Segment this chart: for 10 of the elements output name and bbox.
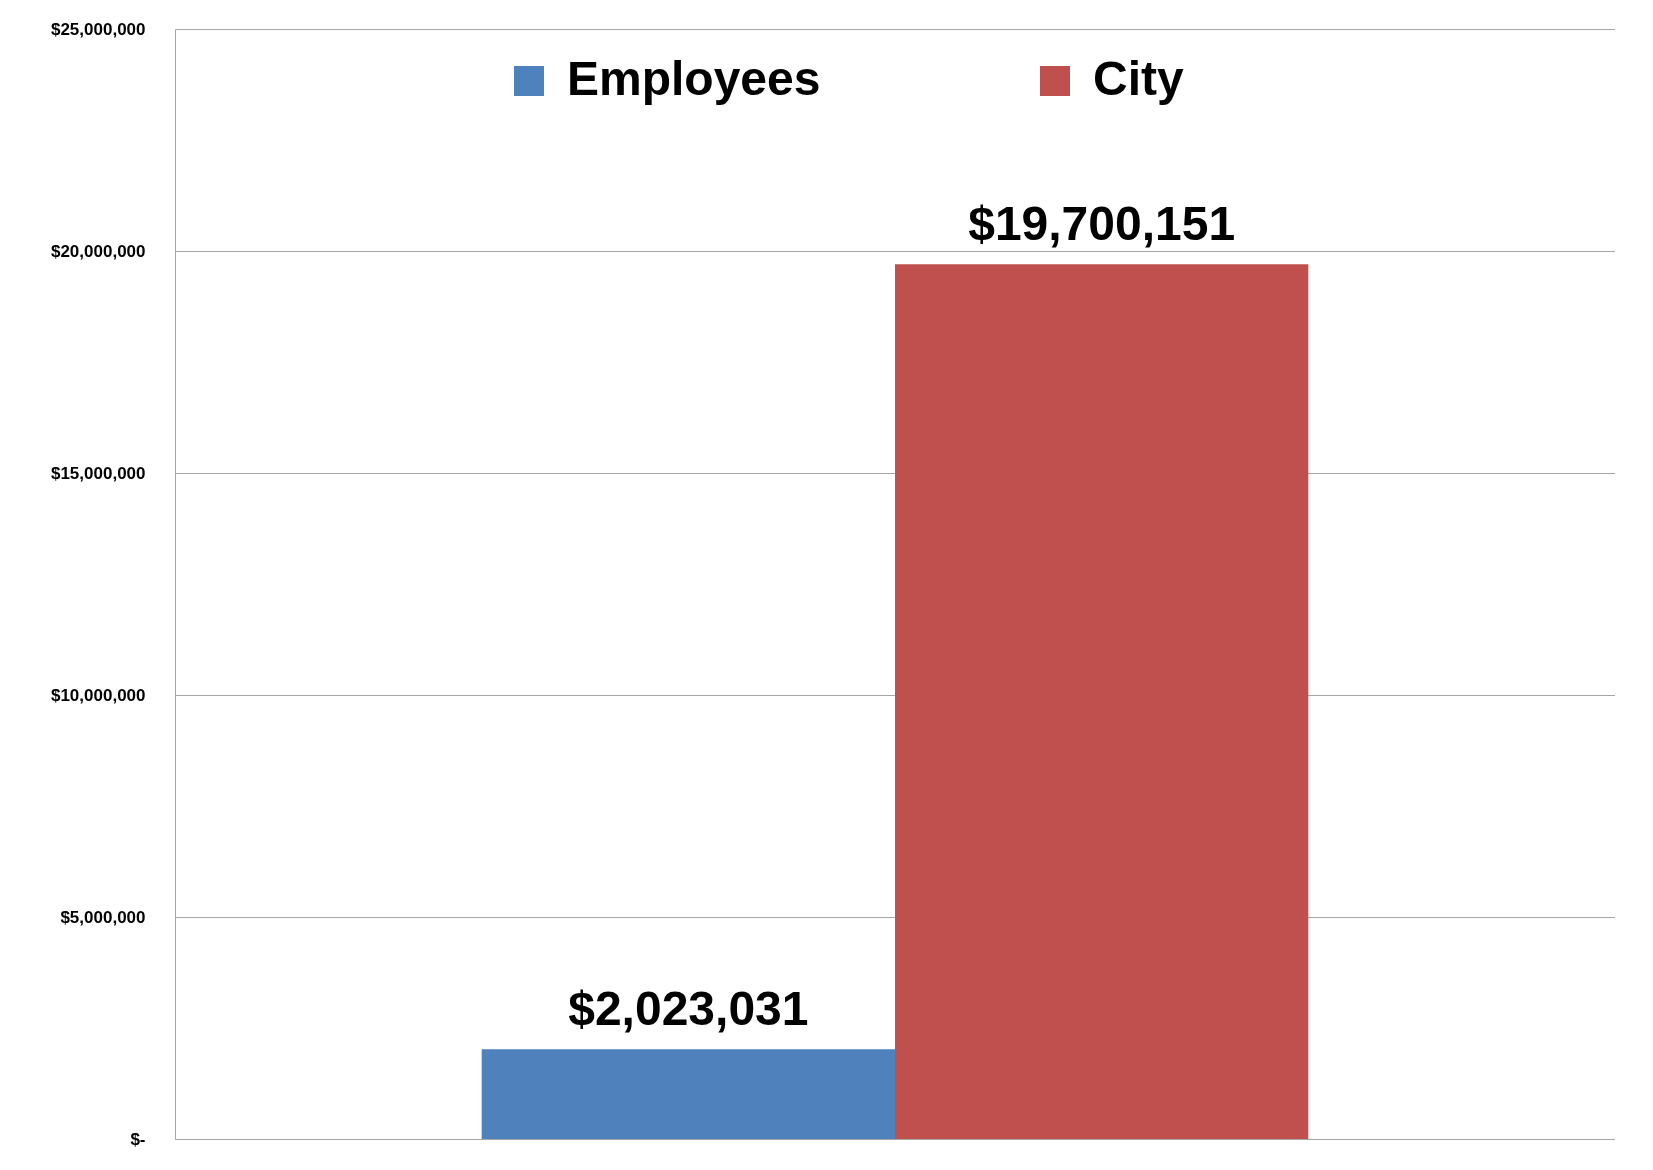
y-tick-label: $25,000,000	[50, 19, 146, 39]
legend-label: City	[1093, 52, 1184, 105]
legend-label: Employees	[567, 52, 821, 105]
data-label: $2,023,031	[568, 982, 809, 1036]
y-tick-label: $10,000,000	[50, 685, 146, 705]
y-tick-label: $20,000,000	[50, 241, 146, 261]
y-tick-label: $-	[130, 1129, 146, 1149]
y-tick-label: $5,000,000	[60, 907, 146, 927]
data-label: $19,700,151	[968, 197, 1236, 251]
y-tick-label: $15,000,000	[50, 463, 146, 483]
